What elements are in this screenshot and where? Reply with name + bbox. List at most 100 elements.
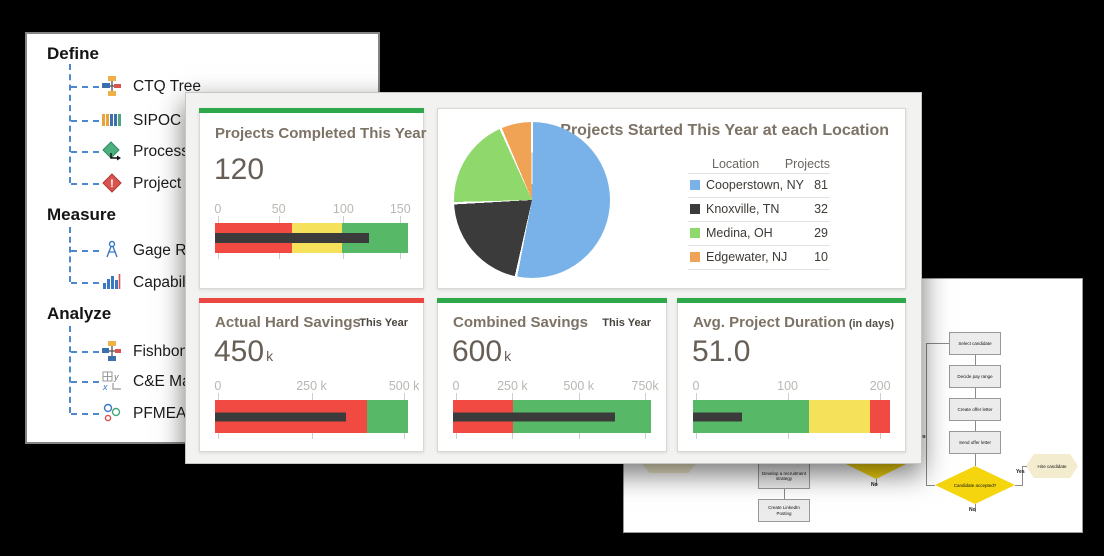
tree-item-fishbone[interactable]: Fishbone [133, 343, 197, 360]
tree-item-sipoc[interactable]: SIPOC [133, 112, 182, 129]
capability-icon [102, 272, 122, 292]
sipoc-icon [102, 110, 122, 130]
svg-text:y: y [113, 372, 119, 382]
legend-location-label: Edgewater, NJ [706, 250, 788, 264]
flow-node-create-offer[interactable]: Create offer letter [949, 398, 1001, 421]
legend-header-projects: Projects [784, 157, 830, 171]
svg-text:!: ! [110, 178, 114, 190]
legend-row: Medina, OH 29 [688, 222, 830, 246]
fishbone-icon [102, 341, 122, 361]
tree-connector-stub [71, 351, 99, 353]
pie-chart [454, 122, 610, 278]
tree-item-c-e-matr[interactable]: C&E Matr [133, 373, 201, 390]
axis-tick-label: 100 [332, 202, 354, 216]
card-accent-bar [677, 298, 906, 303]
tree-connector-stub [71, 151, 99, 153]
bullet-chart: 0 50 100 150 [214, 202, 411, 259]
bullet-track [215, 400, 408, 433]
legend-row: Edgewater, NJ 10 [688, 246, 830, 270]
legend-row: Knoxville, TN 32 [688, 198, 830, 222]
tree-connector-stub [71, 282, 99, 284]
kpi-value-suffix: k [504, 348, 512, 364]
axis-tick-label: 750k [631, 379, 659, 393]
card-subtitle: This Year [359, 317, 408, 329]
card-accent-bar [199, 298, 424, 303]
bullet-measure-bar [693, 412, 743, 421]
flow-node-select[interactable]: Select candidate [949, 332, 1001, 355]
flow-connector [926, 343, 949, 344]
legend-location-label: Cooperstown, NY [706, 178, 804, 192]
axis-tick-label: 250 k [296, 379, 327, 393]
project-risk-icon: ! [102, 173, 122, 193]
flow-node-decide[interactable]: Decide pay range [949, 365, 1001, 388]
bullet-measure-bar [453, 412, 616, 421]
card-subtitle: This Year [602, 317, 651, 329]
bullet-measure-bar [215, 412, 347, 421]
bullet-zone-yellow [809, 400, 871, 433]
tree-connector-stub [71, 413, 99, 415]
kpi-value: 51.0 [692, 335, 751, 368]
legend-row: Cooperstown, NY 81 [688, 173, 830, 198]
combined-savings-card[interactable]: Combined Savings This Year 600 k 0 250 k 500 k… [437, 298, 667, 452]
tree-item-project-r[interactable]: Project R [133, 175, 197, 192]
projects-completed-card[interactable]: Projects Completed This Year 120 0 50 100 150 [199, 108, 427, 289]
tree-connector-line [69, 326, 71, 413]
flow-node-develop-strategy[interactable]: Develop a recruitment strategy [758, 463, 810, 489]
bullet-chart: 0 250 k 500 k 750k [452, 379, 659, 439]
pie-card[interactable]: Projects Started This Year at each Locat… [437, 108, 906, 289]
svg-text:x: x [102, 382, 108, 391]
axis-tick-label: 0 [692, 379, 700, 393]
tree-item-capability[interactable]: Capability [133, 274, 202, 291]
flow-connector [975, 454, 976, 466]
flow-connector [975, 388, 976, 398]
axis-tick-label: 50 [271, 202, 286, 216]
pie-title: Projects Started This Year at each Locat… [560, 122, 889, 139]
flow-connector [975, 355, 976, 365]
gage-rr-icon [102, 240, 122, 260]
kpi-value: 120 [214, 153, 265, 186]
flow-connector [1022, 467, 1023, 485]
axis-tick-label: 200 [869, 379, 891, 393]
axis-tick-label: 100 [777, 379, 798, 393]
tree-group-header-measure: Measure [47, 205, 116, 224]
tree-connector-stub [71, 86, 99, 88]
flow-node-linkedin[interactable]: Create LinkedIn Posting [758, 499, 810, 522]
legend-swatch [690, 204, 700, 214]
pie-legend: Location Projects Cooperstown, NY 81 Knoxv… [688, 157, 830, 270]
tree-connector-stub [71, 250, 99, 252]
duration-card[interactable]: Avg. Project Duration (in days) 51.0 0 100 20… [677, 298, 906, 452]
legend-swatch [690, 180, 700, 190]
tree-group-header-define: Define [47, 44, 99, 63]
flow-node-accepted[interactable]: Candidate accepted? [935, 466, 1015, 504]
kpi-value: 450 k [214, 335, 274, 368]
axis-tick-label: 500 k [388, 379, 420, 393]
hard-savings-card[interactable]: Actual Hard Savings This Year 450 k 0 250 k 50… [199, 298, 424, 452]
axis-tick-label: 0 [214, 379, 222, 393]
legend-swatch [690, 252, 700, 262]
legend-swatch [690, 228, 700, 238]
flow-connector [975, 504, 976, 512]
flow-node-hire[interactable]: Hire candidate [1026, 454, 1078, 478]
bullet-chart: 0 100 200 [692, 379, 891, 439]
axis-tick-label: 150 [389, 202, 411, 216]
card-title: Actual Hard Savings [215, 314, 361, 331]
bullet-zone-green [367, 400, 408, 433]
legend-projects-value: 32 [814, 202, 828, 216]
flow-connector [975, 421, 976, 431]
flow-connector [876, 479, 877, 485]
axis-tick-label: 0 [214, 202, 222, 216]
legend-header-row: Location Projects [688, 157, 830, 173]
legend-rows: Cooperstown, NY 81 Knoxville, TN 32 Medina, … [688, 173, 830, 270]
ctq-tree-icon [102, 76, 122, 96]
card-accent-bar [437, 298, 667, 303]
legend-location-label: Medina, OH [706, 226, 773, 240]
bullet-track [215, 223, 408, 253]
card-title: Avg. Project Duration (in days) [693, 314, 895, 331]
card-subtitle: (in days) [848, 318, 895, 330]
bullet-track [453, 400, 651, 433]
flow-node-send-offer[interactable]: Send offer letter [949, 431, 1001, 454]
tree-item-ctq-tree[interactable]: CTQ Tree [133, 78, 202, 95]
kpi-value-suffix: k [266, 348, 274, 364]
card-title: Projects Completed This Year [215, 125, 427, 142]
